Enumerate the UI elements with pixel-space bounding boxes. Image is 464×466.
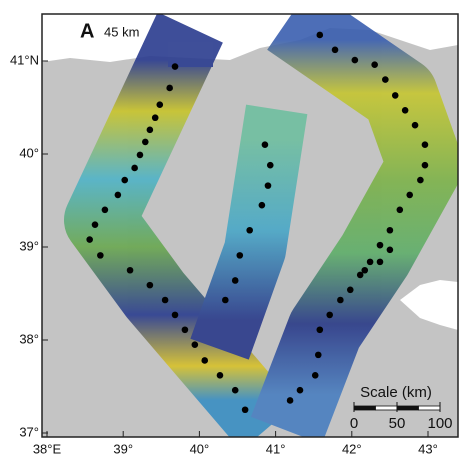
station [166,85,173,92]
station [242,406,249,413]
station [367,259,374,266]
resolution-label: 45 km [104,24,139,39]
station [172,312,179,319]
station [97,252,104,259]
station [422,141,429,148]
station [137,152,144,159]
station [315,352,322,359]
lat-label: 38° [19,331,39,346]
lon-label: 39° [113,441,133,456]
map-area [42,14,458,437]
station [337,297,344,304]
station [246,227,253,234]
scale-segment [397,406,419,410]
station [422,162,429,169]
station [222,297,229,304]
panel-label: A [80,20,94,42]
station [259,202,266,209]
station [347,286,354,293]
lon-label: 42° [342,441,362,456]
lon-label: 38°E [33,441,62,456]
station [262,141,269,148]
station [172,63,179,70]
station [417,177,424,184]
station [377,242,384,249]
station [232,387,239,394]
station [316,32,323,39]
station [115,192,122,199]
lat-label: 39° [19,238,39,253]
lat-label: 40° [19,145,39,160]
station [201,357,208,364]
station [382,76,389,83]
scale-label: 50 [389,415,406,432]
station [316,326,323,333]
station [326,312,333,319]
station [267,162,274,169]
station [147,282,154,289]
station [232,277,239,284]
station [162,297,169,304]
station [402,107,409,114]
station [86,236,93,243]
station [217,372,224,379]
station [287,397,294,404]
station [156,101,163,108]
station [412,122,419,129]
lat-label: 37° [19,424,39,439]
scale-label: 0 [350,415,358,432]
station [406,192,413,199]
scale-segment [376,406,398,410]
scale-label: 100 [427,415,452,432]
station [265,182,272,189]
station [147,127,154,134]
scale-segment [354,406,376,410]
station [131,165,138,172]
station [332,47,339,54]
scale-title: Scale (km) [360,384,432,401]
station [182,326,189,333]
station [142,139,149,146]
lat-label: 41°N [10,52,39,67]
station [397,207,404,214]
lon-label: 43° [418,441,438,456]
station [102,207,109,214]
station [152,114,159,121]
station [392,92,399,99]
station [371,61,378,68]
station [127,267,134,274]
station [377,259,384,266]
lon-label: 40° [190,441,210,456]
station [312,372,319,379]
lon-label: 41° [266,441,286,456]
station [192,341,199,348]
scale-segment [419,406,441,410]
map: A 45 km 41°N 40° 39° 38° 37° 38°E 39° 40° 41° 42°… [0,0,464,461]
station [387,227,394,234]
station [297,387,304,394]
station [236,252,243,259]
station [361,267,368,274]
station [352,57,359,64]
station [92,221,99,228]
station [121,177,128,184]
station [387,246,394,253]
